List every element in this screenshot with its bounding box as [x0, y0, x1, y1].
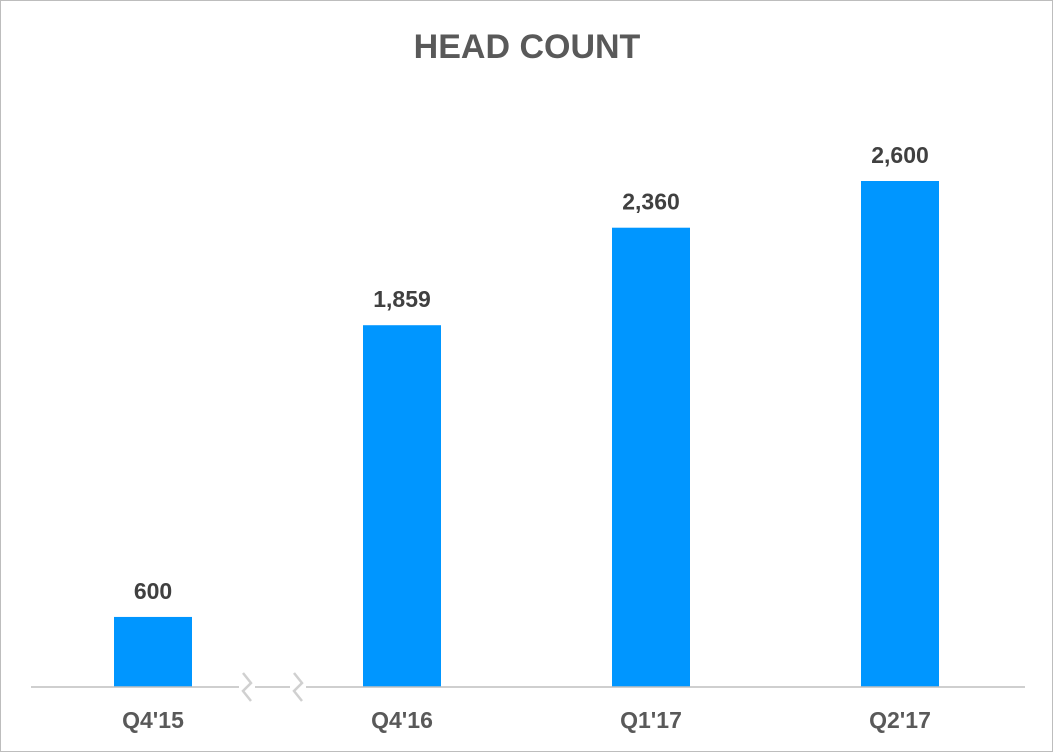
axis-break-icon	[239, 671, 306, 703]
category-label-3: Q1'17	[620, 707, 682, 733]
value-labels-group: 600 1,859 2,360 2,600	[134, 142, 929, 604]
value-label-3: 2,360	[622, 189, 680, 215]
bars-group	[114, 181, 939, 687]
category-label-4: Q2'17	[869, 707, 931, 733]
category-label-2: Q4'16	[371, 707, 433, 733]
category-label-1: Q4'15	[122, 707, 184, 733]
bar-2	[363, 325, 441, 687]
chart-title: HEAD COUNT	[414, 28, 641, 66]
bar-4	[861, 181, 939, 687]
axis-break-mark-2	[292, 672, 304, 702]
value-label-2: 1,859	[373, 286, 431, 312]
axis-break-mark-1	[241, 672, 253, 702]
bar-1	[114, 616, 192, 687]
value-label-1: 600	[134, 578, 172, 604]
bar-3	[612, 227, 690, 687]
category-labels-group: Q4'15 Q4'16 Q1'17 Q2'17	[122, 707, 931, 733]
value-label-4: 2,600	[871, 142, 929, 168]
